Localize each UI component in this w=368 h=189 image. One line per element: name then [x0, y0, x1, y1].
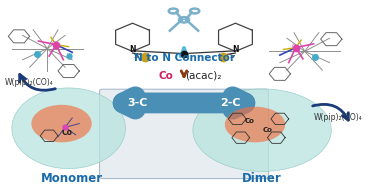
Text: 2-C: 2-C [220, 98, 240, 108]
Ellipse shape [31, 105, 92, 142]
Text: N: N [129, 45, 136, 54]
Text: Co: Co [61, 128, 72, 136]
Text: S: S [230, 53, 234, 59]
Text: W: W [67, 53, 72, 58]
Text: 3-C: 3-C [128, 98, 148, 108]
Text: N to N Connector: N to N Connector [134, 53, 234, 63]
Text: W: W [34, 51, 40, 56]
FancyBboxPatch shape [99, 89, 269, 179]
Ellipse shape [225, 107, 285, 142]
Ellipse shape [193, 89, 331, 171]
Text: Co: Co [292, 44, 300, 49]
Text: (acac)₂: (acac)₂ [185, 71, 221, 81]
Ellipse shape [12, 88, 125, 169]
Text: W: W [312, 54, 318, 59]
Text: W(pip)₂(CO)₄: W(pip)₂(CO)₄ [314, 112, 363, 122]
Text: N: N [232, 45, 239, 54]
Text: Co: Co [245, 118, 255, 124]
Text: S: S [134, 53, 138, 59]
Text: Co: Co [159, 71, 173, 81]
Text: Co: Co [52, 41, 60, 46]
Text: Dimer: Dimer [242, 172, 282, 185]
Text: Co: Co [262, 127, 272, 133]
Text: W(pip)₂(CO)₄: W(pip)₂(CO)₄ [5, 78, 54, 87]
Text: Monomer: Monomer [41, 172, 103, 185]
